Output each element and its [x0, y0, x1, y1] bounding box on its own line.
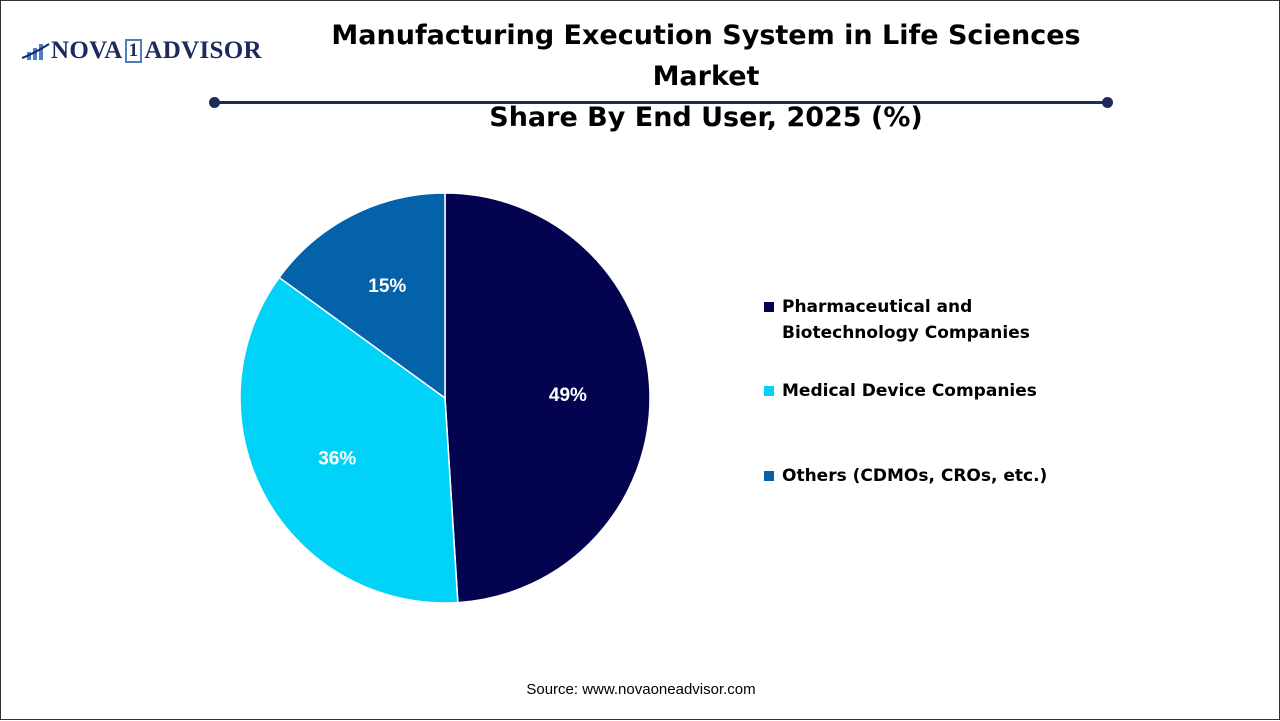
legend-swatch-others [764, 471, 774, 481]
legend-swatch-pharma [764, 302, 774, 312]
legend-item-pharma: Pharmaceutical and Biotechnology Compani… [764, 294, 1072, 346]
logo-text-nova: NOVA [51, 37, 123, 64]
legend-label-others: Others (CDMOs, CROs, etc.) [782, 466, 1048, 486]
legend-label-pharma-line1: Pharmaceutical and [782, 297, 973, 317]
legend-label-pharma-line2: Biotechnology Companies [782, 323, 1030, 343]
logo-text-advisor: ADVISOR [144, 37, 262, 64]
title-line-2: Share By End User, 2025 (%) [489, 102, 923, 133]
pie-slice-1 [444, 192, 651, 604]
title-line-1: Manufacturing Execution System in Life S… [331, 20, 1081, 92]
source-note: Source: www.novaoneadvisor.com [526, 681, 756, 698]
pie-slice-3 [278, 192, 446, 400]
pie-slice-2 [239, 276, 459, 604]
legend-swatch-medical-device [764, 386, 774, 396]
logo-text-one: 1 [124, 39, 143, 63]
legend-label-medical-device: Medical Device Companies [782, 381, 1037, 401]
logo: NOVA 1 ADVISOR [21, 37, 262, 65]
pie-data-label-3: 15% [368, 276, 406, 297]
divider-dot-right [1102, 97, 1113, 108]
title-divider [214, 101, 1107, 104]
chart-title: Manufacturing Execution System in Life S… [301, 15, 1111, 138]
divider-dot-left [209, 97, 220, 108]
pie-data-label-1: 49% [549, 385, 587, 406]
legend-item-medical-device: Medical Device Companies [764, 378, 1072, 404]
legend-item-others: Others (CDMOs, CROs, etc.) [764, 463, 1072, 489]
bar-chart-logo-icon [21, 43, 50, 60]
pie-data-label-2: 36% [318, 448, 356, 469]
